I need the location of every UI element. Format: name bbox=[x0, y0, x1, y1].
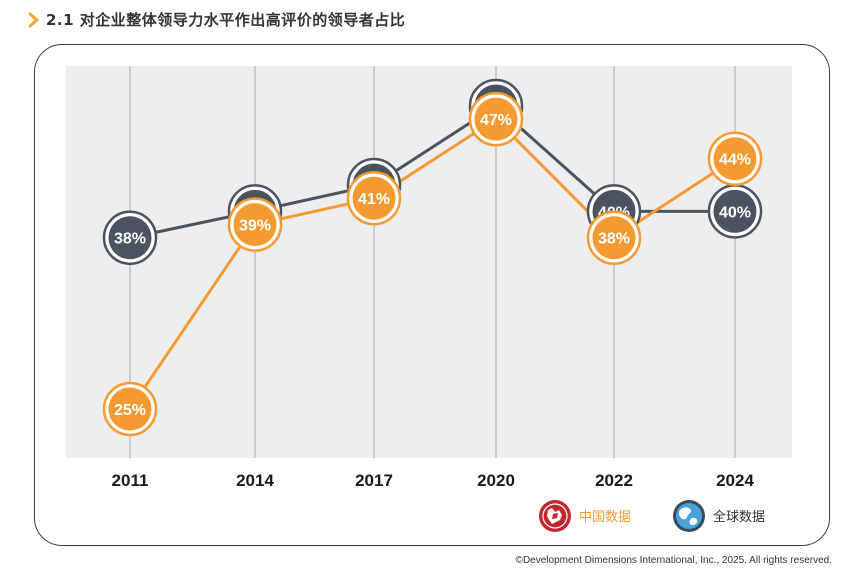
x-tick-label: 2020 bbox=[477, 471, 515, 490]
china-icon bbox=[539, 500, 571, 532]
chart-title: 2.1 对企业整体领导力水平作出高评价的领导者占比 bbox=[46, 11, 406, 29]
data-label: 44% bbox=[719, 152, 751, 169]
data-point-china: 38% bbox=[586, 210, 642, 265]
legend-label-global: 全球数据 bbox=[713, 509, 765, 525]
legend: 中国数据 全球数据 bbox=[539, 500, 765, 532]
x-tick-label: 2022 bbox=[595, 471, 633, 490]
data-point-china: 39% bbox=[227, 197, 283, 252]
x-axis: 2011 2014 2017 2020 2022 2024 bbox=[112, 471, 755, 490]
data-label: 39% bbox=[239, 218, 271, 235]
data-label: 40% bbox=[719, 204, 751, 221]
section-header: 2.1 对企业整体领导力水平作出高评价的领导者占比 bbox=[28, 9, 405, 30]
chart-card bbox=[34, 44, 830, 546]
plot-area bbox=[66, 66, 792, 458]
data-point-china: 44% bbox=[707, 131, 763, 186]
data-label: 25% bbox=[114, 402, 146, 419]
data-markers: 38%40%42%48%40%40%25%39%41%47%38%44% bbox=[102, 78, 763, 437]
globe-icon bbox=[673, 500, 705, 532]
x-tick-label: 2011 bbox=[112, 471, 149, 490]
copyright-footer: ©Development Dimensions International, I… bbox=[515, 555, 832, 566]
x-tick-label: 2024 bbox=[716, 471, 754, 490]
data-label: 47% bbox=[480, 112, 512, 129]
data-label: 38% bbox=[114, 231, 146, 248]
data-point-china: 25% bbox=[102, 381, 158, 437]
x-tick-label: 2014 bbox=[236, 471, 274, 490]
data-point-china: 41% bbox=[346, 170, 402, 226]
data-label: 38% bbox=[598, 231, 630, 248]
legend-label-china: 中国数据 bbox=[579, 510, 631, 525]
data-point-china: 47% bbox=[468, 91, 524, 147]
chevron-right-icon bbox=[28, 12, 39, 27]
x-tick-label: 2017 bbox=[355, 471, 393, 490]
data-label: 41% bbox=[358, 191, 390, 208]
data-point-global: 38% bbox=[102, 210, 158, 265]
data-point-global: 40% bbox=[707, 184, 763, 239]
